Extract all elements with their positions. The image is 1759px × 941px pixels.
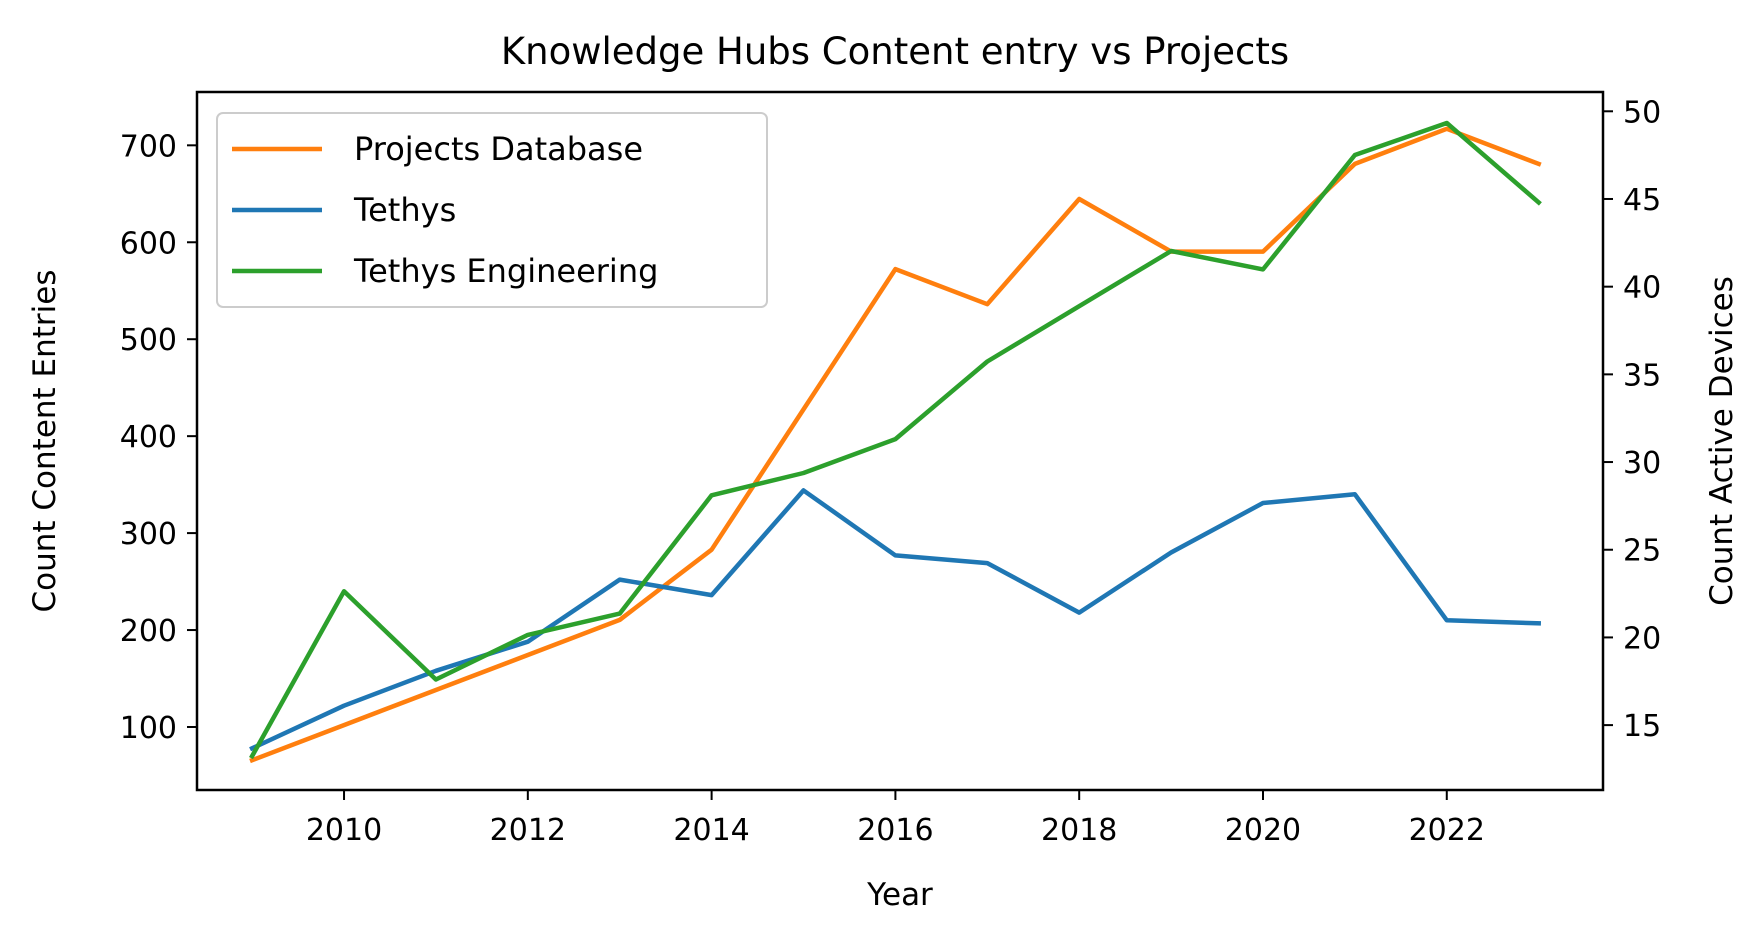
y-right-tick-label: 50 bbox=[1623, 95, 1661, 130]
series-line-tethys bbox=[249, 488, 1542, 752]
y-axis-right: 15 20 25 30 35 40 45 50 bbox=[1603, 95, 1661, 744]
y-right-tick-label: 20 bbox=[1623, 621, 1661, 656]
x-tick-label: 2014 bbox=[673, 813, 749, 848]
y-left-tick-label: 400 bbox=[120, 420, 177, 455]
y-left-tick-label: 500 bbox=[120, 323, 177, 358]
y-right-tick-label: 15 bbox=[1623, 709, 1661, 744]
legend: Projects Database Tethys Tethys Engineer… bbox=[216, 112, 768, 308]
y-axis-right-label: Count Active Devices bbox=[1704, 276, 1740, 606]
legend-box bbox=[216, 112, 768, 308]
y-right-tick-label: 40 bbox=[1623, 271, 1661, 306]
y-right-tick-label: 45 bbox=[1623, 183, 1661, 218]
legend-label-tethys-engineering: Tethys Engineering bbox=[353, 252, 658, 290]
y-left-tick-label: 700 bbox=[120, 129, 177, 164]
x-tick-label: 2016 bbox=[857, 813, 933, 848]
x-axis-label: Year bbox=[866, 877, 933, 913]
y-axis-left-label: Count Content Entries bbox=[27, 269, 63, 612]
plot-frame bbox=[195, 90, 1605, 792]
chart-title: Knowledge Hubs Content entry vs Projects bbox=[501, 30, 1289, 73]
x-tick-label: 2022 bbox=[1409, 813, 1485, 848]
legend-label-tethys: Tethys bbox=[353, 191, 456, 229]
x-axis: 2010 2012 2014 2016 2018 2020 2022 bbox=[306, 790, 1485, 848]
x-tick-label: 2020 bbox=[1225, 813, 1301, 848]
y-left-tick-label: 100 bbox=[120, 711, 177, 746]
y-right-tick-label: 25 bbox=[1623, 534, 1661, 569]
x-tick-label: 2010 bbox=[306, 813, 382, 848]
x-tick-label: 2018 bbox=[1041, 813, 1117, 848]
y-right-tick-label: 30 bbox=[1623, 446, 1661, 481]
x-tick-label: 2012 bbox=[490, 813, 566, 848]
y-left-tick-label: 200 bbox=[120, 614, 177, 649]
series-line-tethys-engineering bbox=[249, 120, 1542, 760]
y-right-tick-label: 35 bbox=[1623, 358, 1661, 393]
y-left-tick-label: 600 bbox=[120, 226, 177, 261]
series-lines bbox=[249, 120, 1542, 764]
y-left-tick-label: 300 bbox=[120, 517, 177, 552]
y-axis-left: 100 200 300 400 500 600 700 bbox=[120, 129, 197, 746]
legend-label-projects-database: Projects Database bbox=[354, 130, 643, 168]
